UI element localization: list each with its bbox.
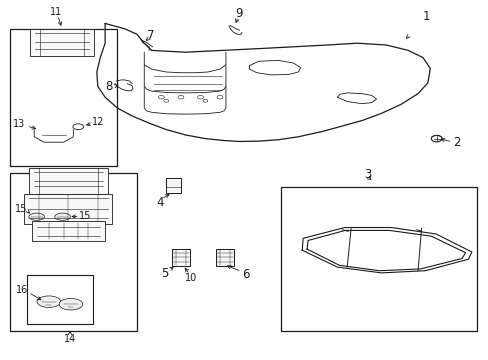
Ellipse shape bbox=[59, 298, 82, 310]
Ellipse shape bbox=[37, 296, 61, 307]
Ellipse shape bbox=[203, 99, 207, 102]
Text: 9: 9 bbox=[234, 7, 242, 20]
Text: 3: 3 bbox=[363, 168, 371, 181]
Ellipse shape bbox=[29, 213, 44, 220]
Text: 1: 1 bbox=[422, 10, 429, 23]
Text: 2: 2 bbox=[452, 136, 460, 149]
Bar bbox=[10, 173, 137, 331]
Text: 15: 15 bbox=[79, 211, 92, 221]
Text: 5: 5 bbox=[161, 267, 169, 280]
Ellipse shape bbox=[163, 99, 168, 102]
Bar bbox=[166, 178, 181, 193]
Bar bbox=[281, 187, 476, 331]
Ellipse shape bbox=[178, 95, 183, 99]
Text: 7: 7 bbox=[146, 29, 154, 42]
Ellipse shape bbox=[55, 213, 70, 220]
Ellipse shape bbox=[217, 95, 223, 99]
Bar bbox=[27, 275, 93, 324]
Bar bbox=[24, 194, 112, 224]
Text: 4: 4 bbox=[156, 196, 164, 209]
Text: 11: 11 bbox=[50, 6, 62, 17]
Bar bbox=[29, 168, 107, 194]
Bar bbox=[215, 249, 234, 266]
Text: 12: 12 bbox=[91, 117, 104, 127]
Bar bbox=[171, 249, 190, 266]
Text: 16: 16 bbox=[16, 285, 28, 295]
Ellipse shape bbox=[430, 135, 441, 142]
Text: 8: 8 bbox=[104, 80, 112, 93]
Bar bbox=[32, 221, 105, 241]
Text: 6: 6 bbox=[241, 268, 249, 281]
Bar bbox=[30, 29, 94, 56]
Text: 10: 10 bbox=[184, 273, 197, 283]
Ellipse shape bbox=[158, 95, 164, 99]
Bar bbox=[10, 29, 117, 166]
Text: 14: 14 bbox=[63, 334, 76, 344]
Text: 15: 15 bbox=[15, 204, 27, 214]
Ellipse shape bbox=[197, 95, 203, 99]
Text: 13: 13 bbox=[13, 119, 26, 129]
Ellipse shape bbox=[73, 124, 83, 130]
